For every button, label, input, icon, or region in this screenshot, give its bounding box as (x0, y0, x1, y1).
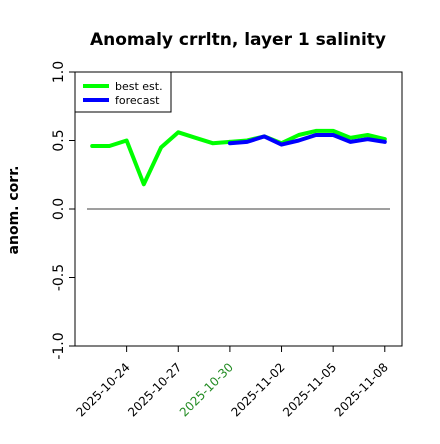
y-tick-label: 0.5 (51, 129, 67, 151)
legend-label: forecast (115, 94, 160, 107)
x-tick-label: 2025-11-05 (280, 360, 339, 419)
legend-box (74, 71, 172, 113)
x-tick-label: 2025-10-30 (177, 360, 236, 419)
series-line-2 (227, 133, 387, 147)
y-axis-label: anom. corr. (6, 166, 22, 255)
legend-label: best est. (115, 80, 163, 93)
chart-title: Anomaly crrltn, layer 1 salinity (90, 30, 386, 50)
x-tick-label: 2025-11-02 (228, 360, 287, 419)
y-tick-label: -1.0 (51, 332, 67, 359)
series-line-0 (90, 130, 232, 187)
y-tick-label: 0.0 (51, 198, 67, 220)
y-tick-label: -0.5 (51, 264, 67, 291)
legend: best est.forecast (74, 71, 172, 113)
y-tick-label: 1.0 (51, 61, 67, 83)
x-tick-label: 2025-10-24 (74, 360, 133, 419)
x-tick-label: 2025-11-08 (332, 360, 391, 419)
x-tick-label: 2025-10-27 (125, 360, 184, 419)
plot-area: -1.0-0.50.00.51.02025-10-242025-10-27202… (51, 61, 403, 419)
